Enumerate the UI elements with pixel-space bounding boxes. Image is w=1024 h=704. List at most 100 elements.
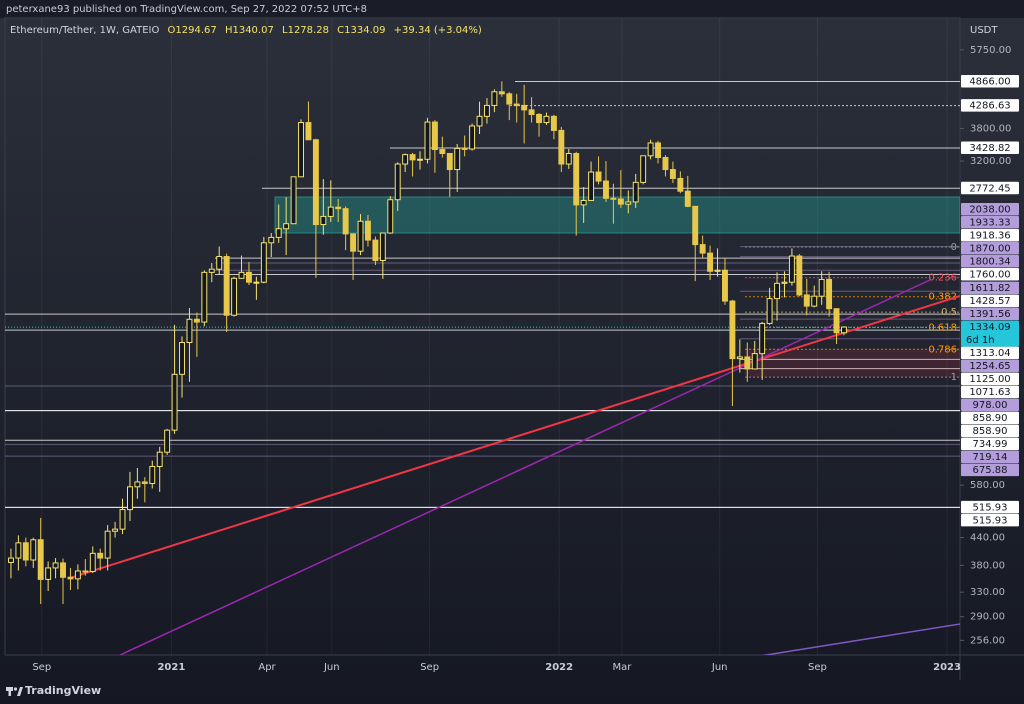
candle-body xyxy=(357,220,364,252)
legend-change: +39.34 (+3.04%) xyxy=(394,25,482,36)
candle-body xyxy=(141,481,148,485)
y-tick-label: 580.00 xyxy=(970,480,1005,491)
price-label-box xyxy=(961,242,1019,255)
fib-label: 0.5 xyxy=(941,307,957,318)
x-tick-label: Apr xyxy=(258,662,276,673)
price-label: 1760.00 xyxy=(969,270,1010,281)
price-label: 4286.63 xyxy=(969,101,1010,112)
candle-body xyxy=(543,115,550,124)
candle-body xyxy=(826,278,833,310)
candle-body xyxy=(751,353,758,370)
candle-body xyxy=(714,269,721,272)
price-label-box xyxy=(961,346,1019,360)
candle-body xyxy=(126,486,133,511)
candle-body xyxy=(7,557,14,563)
candle-body xyxy=(565,152,572,165)
x-tick-label: Sep xyxy=(420,662,439,673)
trend-line xyxy=(761,623,960,655)
footer-brand: TradingView xyxy=(25,684,101,697)
price-label: 4866.00 xyxy=(969,77,1010,88)
candle-body xyxy=(30,539,37,561)
candle-body xyxy=(469,125,476,150)
candle-body xyxy=(149,465,156,485)
candle-body xyxy=(97,552,104,559)
candle-body xyxy=(290,176,297,225)
fib-label: 0.786 xyxy=(928,344,957,355)
legend: Ethereum/Tether, 1W, GATEIO O1294.67 H13… xyxy=(10,25,482,36)
candle-body xyxy=(246,271,252,283)
candle-body xyxy=(588,171,595,201)
price-label-box xyxy=(961,437,1019,451)
price-label-box xyxy=(961,513,1019,527)
candle-body xyxy=(82,570,89,573)
candle-body xyxy=(484,104,490,117)
price-label: 1071.63 xyxy=(969,387,1010,398)
price-label-box xyxy=(961,359,1019,373)
fib-label: 0.618 xyxy=(928,322,957,333)
candle-body xyxy=(134,481,141,488)
candle-body xyxy=(498,91,505,95)
candle-body xyxy=(104,530,111,559)
price-label: 978.00 xyxy=(973,400,1008,411)
axes: Sep 2021 Apr Jun Sep 2022 Mar Jun Sep 2023 5750.00… xyxy=(32,45,1011,673)
price-label: 1428.57 xyxy=(969,296,1010,307)
candle-body xyxy=(692,205,699,246)
current-price-box xyxy=(961,320,1019,347)
price-label-box xyxy=(961,307,1019,321)
fib-label: 0 xyxy=(951,242,957,253)
candle-body xyxy=(342,208,349,235)
price-label-box xyxy=(961,500,1019,514)
x-tick-label: 2023 xyxy=(933,662,961,673)
candle-body xyxy=(89,552,96,572)
price-label-box xyxy=(961,463,1019,477)
candle-body xyxy=(275,228,282,238)
candle-body xyxy=(15,542,22,559)
fib-label: 0.236 xyxy=(928,273,957,284)
candle-body xyxy=(669,169,676,179)
candle-body xyxy=(603,180,609,199)
candle-body xyxy=(60,562,66,578)
legend-open: O1294.67 xyxy=(168,25,217,36)
current-price-label: 1334.09 xyxy=(969,322,1010,333)
price-label-box xyxy=(961,398,1019,412)
candle-body xyxy=(424,121,431,160)
price-label: 719.14 xyxy=(973,452,1008,463)
x-tick-label: Jun xyxy=(711,662,728,673)
price-label: 3428.82 xyxy=(969,143,1010,154)
logo-part xyxy=(17,687,23,696)
price-label: 515.93 xyxy=(973,515,1008,526)
price-label: 1918.36 xyxy=(969,231,1010,242)
price-label: 1254.65 xyxy=(969,361,1010,372)
candle-body xyxy=(655,142,661,159)
candle-body xyxy=(506,93,513,105)
price-label-box xyxy=(961,203,1019,216)
candle-body xyxy=(268,236,275,244)
candle-body xyxy=(833,308,840,334)
candle-body xyxy=(164,429,171,453)
y-tick-label: 5750.00 xyxy=(970,45,1011,56)
candle-body xyxy=(350,233,357,252)
x-tick-label: 2021 xyxy=(157,662,185,673)
candle-body xyxy=(335,206,342,210)
y-tick-label: 440.00 xyxy=(970,533,1005,544)
candle-body xyxy=(402,154,409,165)
candle-body xyxy=(528,109,535,115)
countdown-label: 6d 1h xyxy=(966,335,995,346)
price-label-box xyxy=(961,216,1019,229)
candle-body xyxy=(365,220,371,241)
candle-body xyxy=(454,147,461,171)
candle-body xyxy=(22,542,29,561)
candle-body xyxy=(536,113,542,124)
candle-body xyxy=(729,300,736,360)
candle-body xyxy=(684,190,691,207)
candle-body xyxy=(513,103,520,106)
price-label-box xyxy=(961,294,1019,308)
price-label-box xyxy=(961,75,1019,88)
candle-body xyxy=(595,171,602,182)
candle-body xyxy=(677,177,684,192)
candle-body xyxy=(238,271,245,279)
candle-body xyxy=(707,252,714,272)
fib-retracement: 0 0.236 0.382 0.5 0.618 0.786 1 xyxy=(745,242,960,383)
fib-label: 0.382 xyxy=(928,292,957,303)
